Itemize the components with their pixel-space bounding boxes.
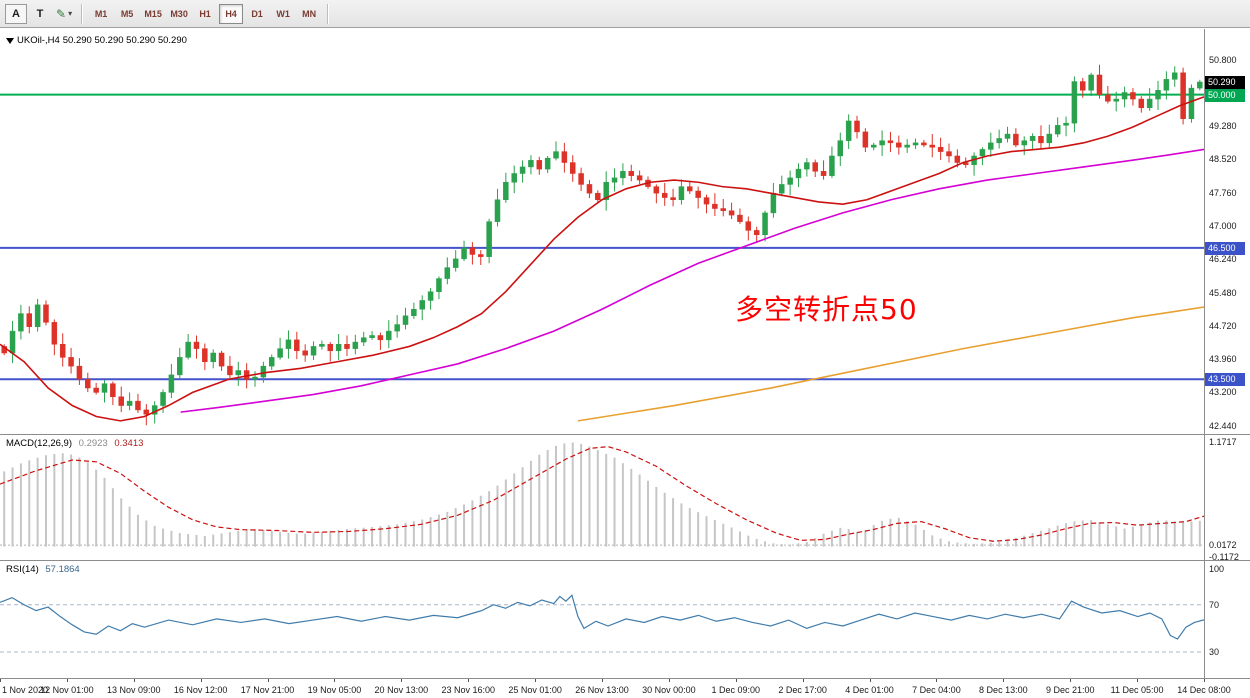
time-tick-mark	[936, 679, 938, 682]
time-tick-mark	[602, 679, 603, 682]
pencil-icon: ✎	[56, 6, 67, 21]
timeframe-button-h4[interactable]: H4	[219, 3, 244, 24]
time-tick-mark	[668, 679, 670, 682]
chart-annotation-text: 多空转折点50	[735, 293, 918, 326]
timeframe-button-m1[interactable]: M1	[89, 4, 113, 24]
time-axis: 1 Nov 2020 12 Nov 01:00 13 Nov 09:00 16 Nov…	[0, 679, 1250, 698]
macd-label: MACD(12,26,9) 0.2923 0.3413	[6, 438, 143, 449]
time-axis-label: 16 Nov 12:00	[173, 685, 228, 695]
time-tick-mark	[200, 679, 202, 682]
macd-name: MACD(12,26,9)	[6, 438, 72, 449]
time-tick-mark	[1003, 679, 1005, 682]
time-axis-label: 20 Nov 13:00	[374, 685, 429, 695]
time-tick-mark	[267, 679, 269, 682]
macd-chart	[0, 442, 1204, 547]
time-tick-mark	[1137, 679, 1139, 682]
timeframe-button-h1[interactable]: H1	[193, 4, 217, 24]
symbol-label: UKOil-,H4 50.290 50.290 50.290 50.290	[6, 35, 187, 46]
text-tool-button[interactable]: A	[5, 3, 27, 24]
timeframe-button-m15[interactable]: M15	[141, 4, 165, 24]
main-chart-pane[interactable]	[0, 29, 1250, 434]
time-axis-label: 25 Nov 01:00	[508, 685, 562, 695]
toolbar: A T ✎ ▾ M1 M5 M15 M30 H1 H4 D1 W1 MN	[0, 0, 1250, 28]
time-tick-mark	[0, 679, 1, 682]
time-tick-mark	[1204, 679, 1205, 682]
symbol-ohlc-values: 50.290 50.290 50.290 50.290	[62, 35, 187, 46]
rsi-name: RSI(14)	[6, 564, 39, 575]
macd-main-value: 0.2923	[78, 438, 108, 449]
pane-divider[interactable]	[0, 560, 1250, 561]
time-axis-label: 4 Dec 01:00	[845, 685, 894, 695]
time-axis-label: 23 Nov 16:00	[441, 685, 495, 695]
time-axis-label: 14 Dec 08:00	[1177, 685, 1231, 695]
timeframe-button-m30[interactable]: M30	[167, 4, 191, 24]
timeframe-button-m5[interactable]: M5	[115, 4, 139, 24]
time-tick-mark	[1070, 679, 1072, 682]
chevron-down-icon: ▾	[68, 9, 73, 18]
candlestick-chart	[0, 64, 1204, 426]
time-axis-label: 12 Nov 01:00	[40, 685, 94, 695]
toolbar-separator	[81, 3, 84, 24]
time-axis-label: 13 Nov 09:00	[106, 685, 161, 695]
draw-color-dropdown-button[interactable]: ✎ ▾	[53, 4, 75, 24]
time-tick-mark	[334, 679, 336, 682]
macd-signal-value: 0.3413	[114, 438, 144, 449]
time-axis-label: 7 Dec 04:00	[912, 685, 961, 695]
letter-t-icon: T	[36, 7, 44, 20]
timeframe-group: M1 M5 M15 M30 H1 H4 D1 W1 MN	[88, 3, 322, 24]
time-tick-mark	[535, 679, 537, 682]
time-tick-mark	[401, 679, 403, 682]
rsi-indicator-pane[interactable]	[0, 561, 1250, 678]
time-axis-label: 9 Dec 21:00	[1045, 685, 1095, 695]
time-tick-mark	[133, 679, 135, 682]
toolbar-separator	[327, 3, 330, 24]
time-tick-mark	[66, 679, 68, 682]
rsi-chart	[0, 594, 1204, 653]
time-tick-mark	[869, 679, 871, 682]
triangle-icon	[6, 37, 14, 44]
time-axis-label: 11 Dec 05:00	[1110, 685, 1164, 695]
time-tick-mark	[735, 679, 737, 682]
time-axis-label: 17 Nov 21:00	[240, 685, 295, 695]
time-axis-label: 1 Dec 09:00	[711, 685, 761, 695]
time-tick-mark	[802, 679, 804, 682]
rsi-value: 57.1864	[45, 564, 80, 575]
time-axis-label: 8 Dec 13:00	[979, 685, 1028, 695]
time-axis-label: 2 Dec 17:00	[778, 685, 827, 695]
time-tick-mark	[468, 679, 470, 682]
time-axis-label: 26 Nov 13:00	[575, 685, 629, 695]
symbol-name: UKOil-,H4	[17, 35, 60, 46]
type-tool-button[interactable]: T	[29, 4, 51, 24]
timeframe-button-w1[interactable]: W1	[271, 4, 295, 24]
price-axis-divider	[1204, 29, 1205, 678]
time-axis-label: 1 Nov 2020	[2, 685, 49, 695]
timeframe-button-mn[interactable]: MN	[297, 4, 321, 24]
pane-divider[interactable]	[0, 434, 1250, 435]
rsi-label: RSI(14) 57.1864	[6, 564, 80, 575]
timeframe-button-d1[interactable]: D1	[245, 4, 269, 24]
macd-indicator-pane[interactable]	[0, 435, 1250, 560]
time-axis-label: 19 Nov 05:00	[307, 685, 362, 695]
pane-divider	[0, 678, 1250, 679]
time-axis-label: 30 Nov 00:00	[642, 685, 696, 695]
letter-a-icon: A	[12, 7, 20, 20]
